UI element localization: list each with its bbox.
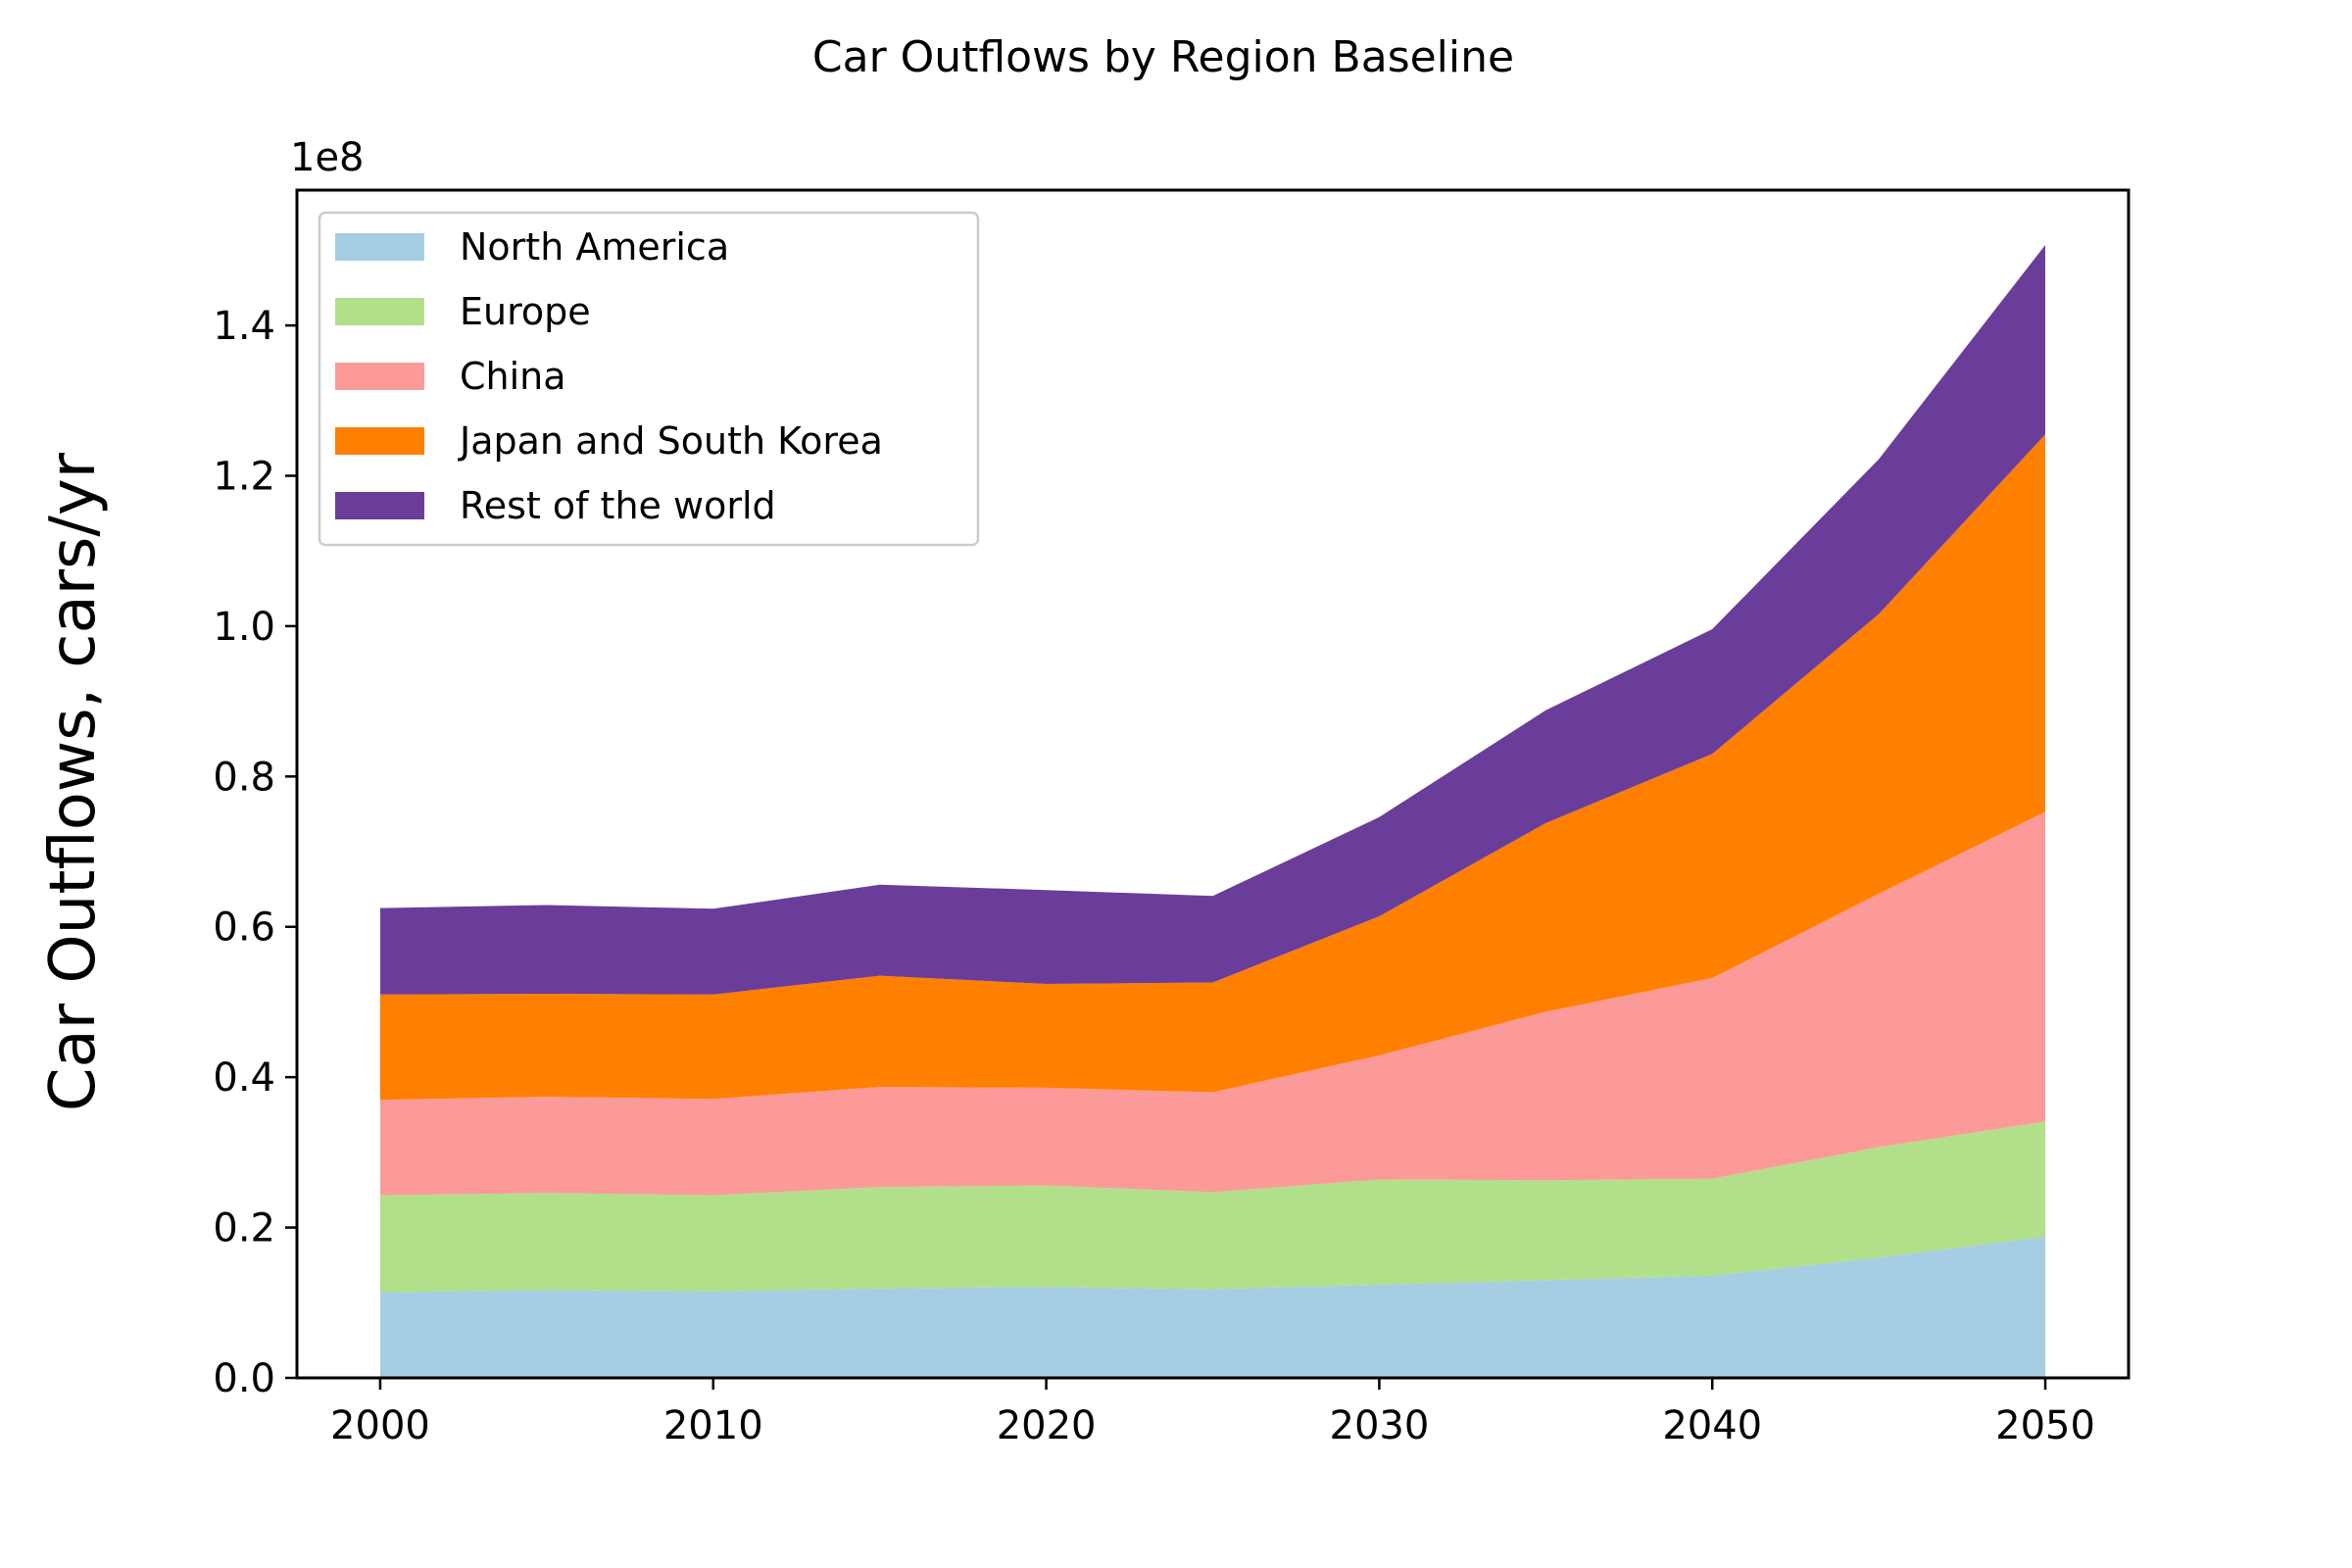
area-europe <box>380 1121 2045 1293</box>
y-tick-label: 0.2 <box>213 1206 275 1251</box>
area-north-america <box>380 1236 2045 1378</box>
x-tick-label: 2040 <box>1662 1403 1762 1448</box>
area-rest-of-the-world <box>380 245 2045 995</box>
plot-frame <box>295 188 2131 1380</box>
x-tick-label: 2020 <box>997 1403 1097 1448</box>
x-tick-label: 2010 <box>663 1403 763 1448</box>
legend-swatch-rest-of-the-world <box>335 492 424 519</box>
legend-label-north-america: North America <box>460 225 729 269</box>
legend-swatch-japan-and-south-korea <box>335 427 424 455</box>
legend-swatch-china <box>335 363 424 390</box>
y-tick-label: 1.4 <box>213 304 275 349</box>
y-tick-label: 0.4 <box>213 1055 275 1101</box>
legend-swatch-north-america <box>335 233 424 261</box>
area-series-group <box>380 245 2045 1378</box>
axis-ticks-group: 2000 2010 2020 2030 2040 2050 0.0 0.2 0.4 0.6 0.8 1… <box>213 304 2095 1448</box>
x-tick-label: 2000 <box>330 1403 430 1448</box>
y-tick-label: 0.0 <box>213 1356 275 1401</box>
legend-label-rest-of-the-world: Rest of the world <box>460 484 776 527</box>
legend-swatch-europe <box>335 298 424 325</box>
area-china <box>380 811 2045 1196</box>
y-tick-label: 1.0 <box>213 605 275 650</box>
legend-label-europe: Europe <box>460 290 591 333</box>
x-tick-label: 2050 <box>1995 1403 2095 1448</box>
y-axis-offset-label: 1e8 <box>290 135 365 180</box>
legend-box <box>318 211 980 547</box>
y-tick-label: 0.6 <box>213 906 275 951</box>
legend-label-japan-and-south-korea: Japan and South Korea <box>458 419 883 463</box>
y-tick-label: 0.8 <box>213 755 275 800</box>
y-tick-label: 1.2 <box>213 454 275 499</box>
chart-title: Car Outflows by Region Baseline <box>812 32 1514 82</box>
legend-label-china: China <box>460 355 566 398</box>
legend: North America Europe China Japan and South … <box>318 211 980 547</box>
area-japan-and-south-korea <box>380 434 2045 1101</box>
x-tick-label: 2030 <box>1330 1403 1430 1448</box>
y-axis-label: Car Outflows, cars/yr <box>37 452 110 1111</box>
